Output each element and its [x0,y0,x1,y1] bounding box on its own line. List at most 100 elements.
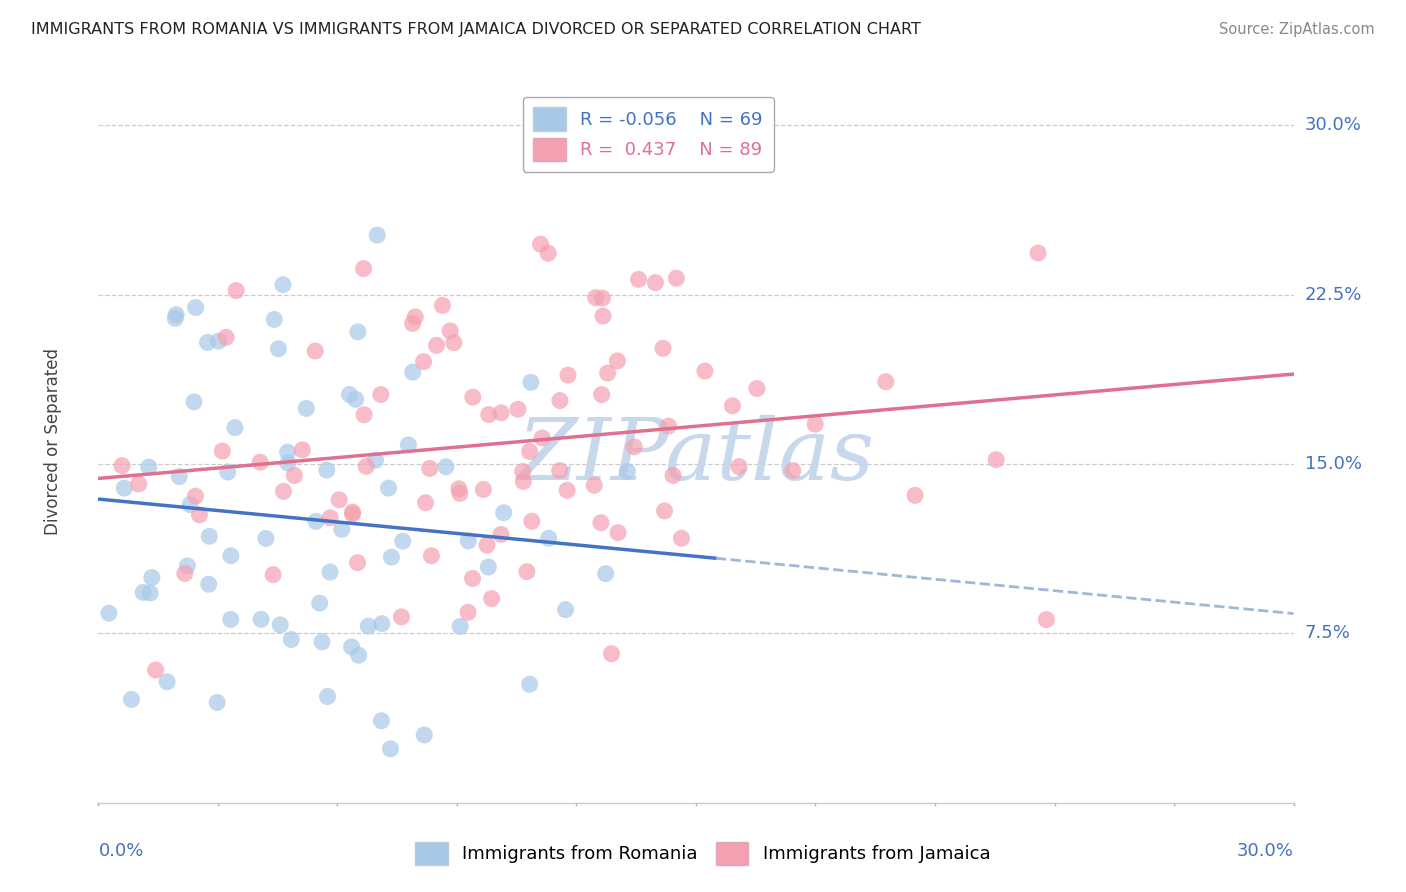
Point [623,440,645,454]
Point [492,506,515,520]
Point [449,486,471,500]
Point [342,507,364,521]
Legend: Immigrants from Romania, Immigrants from Jamaica: Immigrants from Romania, Immigrants from… [408,835,998,872]
Point [413,728,436,742]
Point [478,408,501,422]
Point [415,496,437,510]
Point [531,431,554,445]
Point [156,674,179,689]
Point [519,677,541,691]
Point [529,237,551,252]
Point [295,401,318,416]
Point [662,468,685,483]
Point [401,365,423,379]
Point [347,325,370,339]
Point [583,478,606,492]
Point [128,477,150,491]
Point [280,632,302,647]
Text: 0.0%: 0.0% [98,842,143,860]
Point [380,550,402,565]
Point [380,741,402,756]
Point [305,515,328,529]
Point [391,534,413,549]
Point [404,310,426,324]
Point [353,408,375,422]
Point [396,438,419,452]
Point [347,648,370,663]
Point [457,605,479,619]
Text: 30.0%: 30.0% [1237,842,1294,860]
Text: IMMIGRANTS FROM ROMANIA VS IMMIGRANTS FROM JAMAICA DIVORCED OR SEPARATED CORRELA: IMMIGRANTS FROM ROMANIA VS IMMIGRANTS FR… [31,22,921,37]
Text: 22.5%: 22.5% [1305,285,1362,304]
Point [184,301,207,315]
Point [167,469,190,483]
Point [271,277,294,292]
Point [145,663,167,677]
Point [219,612,242,626]
Point [262,567,284,582]
Point [184,489,207,503]
Point [370,714,392,728]
Point [489,406,512,420]
Point [316,690,339,704]
Point [627,272,650,286]
Point [548,464,571,478]
Point [591,291,613,305]
Point [606,354,628,368]
Point [986,452,1008,467]
Point [548,393,571,408]
Point [693,364,716,378]
Point [512,464,534,478]
Point [173,566,195,581]
Point [308,596,330,610]
Point [249,455,271,469]
Point [370,387,392,401]
Point [291,442,314,457]
Point [219,549,242,563]
Point [665,271,688,285]
Point [1026,246,1049,260]
Point [589,516,612,530]
Point [263,312,285,326]
Point [132,585,155,599]
Point [330,522,353,536]
Point [512,475,534,489]
Point [205,695,228,709]
Point [353,261,375,276]
Point [165,311,187,326]
Point [138,460,160,475]
Point [447,482,470,496]
Point [277,456,299,470]
Point [319,565,342,579]
Text: 30.0%: 30.0% [1305,117,1361,135]
Point [198,529,221,543]
Point [217,465,239,479]
Point [481,591,503,606]
Point [875,375,897,389]
Point [519,444,541,458]
Point [489,527,512,541]
Point [443,335,465,350]
Text: 7.5%: 7.5% [1305,624,1351,642]
Point [188,508,211,522]
Point [328,492,350,507]
Point [339,387,361,401]
Point [340,640,363,654]
Point [600,647,623,661]
Point [215,330,238,344]
Point [207,334,229,348]
Point [267,342,290,356]
Point [141,570,163,584]
Point [557,368,579,382]
Point [344,392,367,407]
Point [357,619,380,633]
Point [472,483,495,497]
Point [197,577,219,591]
Point [591,387,613,401]
Legend: R = -0.056    N = 69, R =  0.437    N = 89: R = -0.056 N = 69, R = 0.437 N = 89 [523,96,773,172]
Point [461,390,484,404]
Point [1035,613,1057,627]
Point [432,298,454,312]
Point [269,617,291,632]
Point [377,481,399,495]
